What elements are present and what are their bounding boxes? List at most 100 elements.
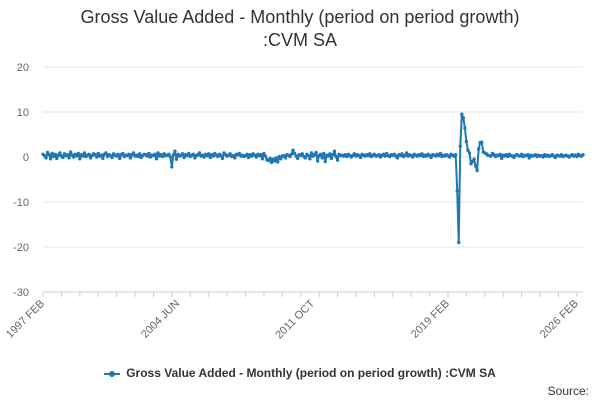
x-tick-label: 2004 JUN <box>139 298 182 341</box>
source-label: Source: <box>547 384 589 398</box>
y-tick-label: -20 <box>13 242 29 254</box>
data-point <box>295 156 300 161</box>
chart-title: Gross Value Added - Monthly (period on p… <box>0 6 600 52</box>
data-point <box>81 154 85 158</box>
data-point <box>291 148 295 152</box>
data-point <box>328 152 332 156</box>
data-point <box>101 156 105 161</box>
data-point <box>309 151 314 155</box>
data-point <box>254 155 258 159</box>
data-point <box>581 153 585 157</box>
data-point <box>154 157 159 161</box>
data-point <box>116 152 120 156</box>
data-point <box>208 155 212 160</box>
legend-line-icon <box>104 369 121 379</box>
data-point <box>104 151 108 155</box>
data-point <box>272 159 277 163</box>
data-point <box>306 153 311 158</box>
y-tick-label: 0 <box>23 152 29 164</box>
data-point <box>246 155 251 160</box>
data-point <box>44 156 48 160</box>
data-point <box>127 152 131 156</box>
data-point <box>420 152 424 156</box>
data-point <box>206 152 211 156</box>
data-point <box>136 154 140 159</box>
data-point <box>76 151 80 156</box>
data-point <box>110 155 114 160</box>
data-point <box>438 151 443 156</box>
x-tick-label: 2019 FEB <box>409 298 452 341</box>
data-point <box>457 240 461 245</box>
data-point <box>65 153 70 157</box>
data-point <box>320 156 324 160</box>
data-point <box>276 160 280 164</box>
x-tick-label: 1997 FEB <box>4 298 47 341</box>
data-point <box>447 155 452 159</box>
data-point <box>202 155 206 159</box>
data-point <box>467 151 472 155</box>
data-point <box>137 152 142 156</box>
data-point <box>395 156 400 160</box>
legend[interactable]: Gross Value Added - Monthly (period on p… <box>0 366 600 380</box>
data-point <box>71 155 76 159</box>
x-tick-label: 2011 OCT <box>273 297 317 341</box>
data-point <box>219 153 223 158</box>
data-point <box>82 151 87 155</box>
data-point <box>460 112 464 116</box>
data-point <box>211 154 215 158</box>
data-point <box>466 148 470 152</box>
data-point <box>334 154 338 159</box>
data-point <box>404 151 409 155</box>
data-point <box>197 151 202 155</box>
data-point <box>332 149 337 153</box>
data-point <box>323 159 327 164</box>
data-point <box>263 154 268 158</box>
data-point <box>58 151 62 155</box>
data-point <box>411 155 415 159</box>
data-point <box>308 157 312 161</box>
data-point <box>314 150 318 155</box>
data-point <box>260 157 265 161</box>
data-point <box>315 159 320 163</box>
data-point <box>453 153 458 157</box>
data-point <box>67 156 71 160</box>
data-point <box>53 152 57 156</box>
chart-title-line-2: :CVM SA <box>262 30 337 50</box>
data-point <box>171 153 176 157</box>
data-point <box>499 156 504 161</box>
data-point <box>182 155 186 160</box>
data-point <box>283 156 288 160</box>
data-point <box>47 153 51 157</box>
data-point <box>174 157 179 161</box>
data-point <box>480 140 484 144</box>
data-point <box>50 151 54 156</box>
data-point <box>527 156 532 160</box>
data-point <box>168 155 173 159</box>
data-point <box>48 157 53 161</box>
data-point <box>400 152 404 156</box>
data-point <box>489 154 493 158</box>
data-point <box>335 158 340 162</box>
data-point <box>331 153 335 157</box>
data-point <box>245 152 249 156</box>
data-point <box>237 151 242 156</box>
data-point <box>55 156 59 161</box>
data-point <box>274 156 278 160</box>
data-point <box>160 154 165 159</box>
data-point <box>464 140 469 144</box>
data-point <box>461 116 466 120</box>
data-point <box>191 152 196 156</box>
y-tick-label: 10 <box>17 107 29 119</box>
data-point <box>472 157 476 161</box>
data-point <box>322 151 326 156</box>
data-point <box>368 152 372 156</box>
data-point <box>128 156 133 160</box>
data-point <box>262 151 266 156</box>
data-point <box>526 153 530 157</box>
data-point <box>303 156 308 160</box>
y-tick-label: 20 <box>17 62 29 74</box>
data-point <box>147 151 151 156</box>
series-line <box>42 113 584 244</box>
data-point <box>87 152 91 156</box>
data-point <box>121 151 125 156</box>
